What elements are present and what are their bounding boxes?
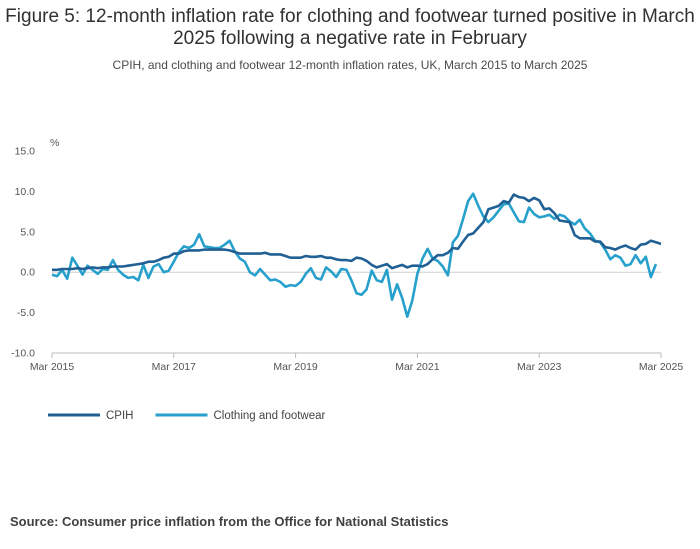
series-layer (51, 192, 662, 318)
source-note: Source: Consumer price inflation from th… (10, 514, 449, 529)
axes: % -10.0 -5.0 0.0 5.0 10.0 15.0 Mar 2015 Mar 201… (11, 137, 683, 373)
y-tick-label: 0.0 (20, 267, 35, 279)
y-tick-label: 5.0 (20, 226, 35, 238)
chart-title: Figure 5: 12-month inflation rate for cl… (5, 6, 695, 49)
x-tick-label: Mar 2019 (273, 361, 318, 373)
x-tick-label: Mar 2015 (30, 361, 75, 373)
x-tick-label: Mar 2023 (517, 361, 562, 373)
x-tick-label: Mar 2017 (152, 361, 197, 373)
legend-label: Clothing and footwear (213, 410, 325, 422)
series-line-clothing-and-footwear (51, 192, 658, 318)
y-tick-label: 10.0 (15, 186, 36, 198)
legend: CPIH Clothing and footwear (48, 410, 326, 422)
y-tick-label: 15.0 (15, 146, 36, 158)
y-axis-unit-label: % (50, 137, 59, 149)
series-line-cpih (52, 193, 662, 272)
legend-label: CPIH (106, 410, 133, 422)
chart-subtitle: CPIH, and clothing and footwear 12-month… (112, 58, 588, 72)
y-tick-label: -5.0 (17, 307, 35, 319)
x-tick-label: Mar 2025 (639, 361, 684, 373)
x-tick-label: Mar 2021 (395, 361, 440, 373)
line-chart: % -10.0 -5.0 0.0 5.0 10.0 15.0 Mar 2015 Mar 201… (11, 137, 683, 422)
y-tick-label: -10.0 (11, 348, 35, 360)
